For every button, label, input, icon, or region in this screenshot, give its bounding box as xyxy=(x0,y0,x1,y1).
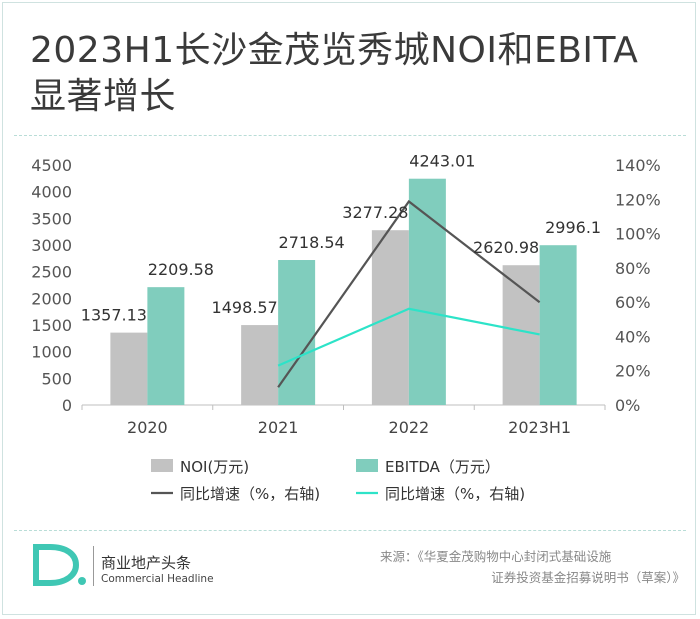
bar-ebitda xyxy=(408,178,446,405)
bar-noi xyxy=(110,332,148,405)
y-right-tick-label: 20% xyxy=(615,362,651,381)
data-label-ebitda: 2718.54 xyxy=(279,233,345,252)
brand-logo-icon xyxy=(33,544,86,586)
data-labels: 1357.13 1498.57 3277.28 2620.98 2209.58 2718.… xyxy=(81,152,601,325)
x-tick-label: 2023H1 xyxy=(508,418,571,437)
source-line-2: 证券投资基金招募说明书（草案）》 xyxy=(491,570,685,585)
line-ebitda-growth xyxy=(277,307,540,367)
y-left-tick-label: 4500 xyxy=(31,156,72,175)
y-right-tick-label: 80% xyxy=(615,259,651,278)
y-right-tick-label: 120% xyxy=(615,190,661,209)
y-left-tick-label: 3500 xyxy=(31,209,72,228)
bars xyxy=(110,178,577,405)
legend-swatch-ebitda xyxy=(356,459,378,472)
data-label-ebitda: 4243.01 xyxy=(409,152,475,171)
chart-title: 2023H1长沙金茂览秀城NOI和EBITA显著增长 xyxy=(30,30,639,117)
y-left-tick-label: 1000 xyxy=(31,343,72,362)
y-right-tick-label: 40% xyxy=(615,327,651,346)
axes: 0 500 1000 1500 2000 2500 3000 3500 4000 4500 0% 20… xyxy=(31,156,660,437)
data-label-noi: 1498.57 xyxy=(212,298,278,317)
data-label-noi: 3277.28 xyxy=(342,203,408,222)
lines xyxy=(277,199,541,388)
title-divider xyxy=(14,135,686,136)
data-label-ebitda: 2209.58 xyxy=(148,260,214,279)
bar-noi xyxy=(241,325,279,405)
y-left-tick-label: 3000 xyxy=(31,236,72,255)
bar-noi xyxy=(502,265,540,405)
bar-ebitda xyxy=(147,287,185,405)
y-left-tick-label: 500 xyxy=(41,369,72,388)
footer-divider xyxy=(14,530,686,531)
brand-subtitle: Commercial Headline xyxy=(101,573,214,585)
legend-swatch-noi xyxy=(151,459,173,472)
legend-label-noi-growth: 同比增速（%，右轴) xyxy=(180,485,320,503)
y-left-tick-label: 0 xyxy=(62,396,72,415)
data-label-noi: 2620.98 xyxy=(473,238,539,257)
brand-name: 商业地产头条 xyxy=(101,554,192,572)
x-tick-label: 2021 xyxy=(258,418,299,437)
data-label-noi: 1357.13 xyxy=(81,306,147,325)
legend-label-noi: NOI(万元) xyxy=(180,458,249,476)
y-left-tick-label: 2500 xyxy=(31,263,72,282)
y-right-tick-label: 0% xyxy=(615,396,640,415)
y-right-tick-label: 100% xyxy=(615,225,661,244)
line-noi-growth xyxy=(277,199,541,388)
data-label-ebitda: 2996.1 xyxy=(545,218,601,237)
legend-label-ebitda-growth: 同比增速（%，右轴) xyxy=(385,485,525,503)
y-right-tick-label: 60% xyxy=(615,293,651,312)
y-right-tick-label: 140% xyxy=(615,156,661,175)
x-tick-label: 2022 xyxy=(389,418,430,437)
y-left-tick-label: 4000 xyxy=(31,183,72,202)
y-left-tick-label: 1500 xyxy=(31,316,72,335)
source-line-1: 来源：《华夏金茂购物中心封闭式基础设施 xyxy=(380,549,612,564)
bar-ebitda xyxy=(278,260,316,405)
legend: NOI(万元) EBITDA（万元） 同比增速（%，右轴) 同比增速（%，右轴) xyxy=(151,458,525,503)
y-left-tick-label: 2000 xyxy=(31,289,72,308)
legend-label-ebitda: EBITDA（万元） xyxy=(385,458,500,476)
x-tick-label: 2020 xyxy=(127,418,168,437)
brand-divider xyxy=(93,546,94,586)
bar-ebitda xyxy=(539,245,577,405)
